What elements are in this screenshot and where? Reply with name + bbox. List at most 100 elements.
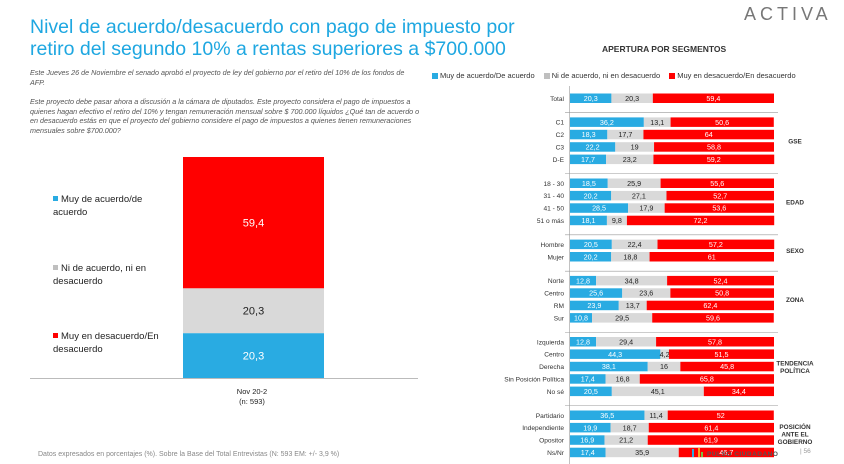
bar-value-label: 61,9 xyxy=(704,436,718,445)
bar-segment-agree xyxy=(570,203,629,213)
legend-item-neutral: Ni de acuerdo, ni en desacuerdo xyxy=(543,71,660,80)
bar-value-label: 61 xyxy=(708,252,716,261)
row-label: 18 - 30 xyxy=(543,181,564,188)
intro-paragraph-1: Este Jueves 26 de Noviembre el senado ap… xyxy=(30,68,405,87)
bar-value-label: 18,3 xyxy=(582,130,596,139)
bar-value-label: 29,4 xyxy=(619,337,633,346)
bar-value-label: 12,8 xyxy=(576,276,590,285)
bar-segment-neutral xyxy=(647,361,681,372)
bar-segment-agree xyxy=(570,337,597,347)
bar-segment-disagree xyxy=(657,239,775,250)
bar-segment-agree xyxy=(570,349,661,359)
bar-segment-neutral xyxy=(611,190,667,201)
group-label: ZONA xyxy=(786,297,804,304)
legend-swatch-neutral xyxy=(53,265,58,270)
bar-value-label: 18,8 xyxy=(623,252,637,261)
bar-segment-neutral xyxy=(628,203,665,213)
bar-value-label: 45,1 xyxy=(651,387,665,396)
row-label: Partidario xyxy=(536,413,565,420)
bar-segment-disagree xyxy=(667,410,774,420)
bar-segment-neutral xyxy=(607,178,661,188)
bar-value-label: 16,8 xyxy=(616,375,630,384)
group-label: GOBIERNO xyxy=(778,439,813,446)
bar-value-label: 23,2 xyxy=(623,155,637,164)
bar-value-label: 35,9 xyxy=(635,448,649,457)
bar-value-label: 51,5 xyxy=(714,350,728,359)
bar-value-label: 20,2 xyxy=(584,191,598,200)
bar-segment-disagree xyxy=(656,337,774,347)
bar-segment-agree xyxy=(570,252,612,262)
row-label: Derecha xyxy=(539,364,564,371)
bar-segment-neutral xyxy=(592,313,653,323)
bar-value-label: 20,5 xyxy=(584,387,598,396)
bar-value-label: 13,1 xyxy=(650,118,664,127)
big-bar-label-disagree: 59,4 xyxy=(243,218,264,230)
bar-segment-neutral xyxy=(607,129,644,140)
bar-value-label: 50,8 xyxy=(715,289,729,298)
bar-segment-disagree xyxy=(647,435,774,445)
bar-value-label: 36,5 xyxy=(600,411,614,420)
bar-segment-neutral xyxy=(611,239,658,250)
big-bar-disagree xyxy=(183,157,324,289)
bar-segment-disagree xyxy=(639,374,774,384)
legend-swatch-disagree xyxy=(669,72,676,79)
bar-value-label: 19,9 xyxy=(583,423,597,432)
bar-value-label: 4,2 xyxy=(660,350,670,359)
bar-segment-neutral xyxy=(611,252,650,262)
big-legend-agree: Muy de acuerdo/de acuerdo xyxy=(53,193,163,219)
bar-value-label: 12,8 xyxy=(576,337,590,346)
bar-segment-neutral xyxy=(611,386,704,397)
pulso-logo-icon xyxy=(692,448,704,459)
row-label: 41 - 50 xyxy=(543,206,564,213)
page-title: Nivel de acuerdo/desacuerdo con pago de … xyxy=(30,16,515,60)
bar-segment-agree xyxy=(570,215,607,226)
bar-value-label: 18,7 xyxy=(623,423,637,432)
bar-segment-agree xyxy=(570,361,648,372)
bar-value-label: 27,1 xyxy=(632,191,646,200)
bar-value-label: 57,2 xyxy=(709,240,723,249)
bar-segment-neutral xyxy=(596,275,668,286)
bar-value-label: 10,8 xyxy=(574,313,588,322)
bar-value-label: 36,2 xyxy=(600,118,614,127)
bar-value-label: 22,4 xyxy=(628,240,642,249)
legend-item-disagree: Muy en desacuerdo/En desacuerdo xyxy=(669,71,796,80)
bar-segment-neutral xyxy=(611,93,653,103)
bar-segment-agree xyxy=(570,374,606,384)
big-bar-neutral xyxy=(183,288,324,334)
row-label: Norte xyxy=(548,278,564,285)
bar-value-label: 58,8 xyxy=(707,143,721,152)
bar-segment-agree xyxy=(570,435,605,445)
bar-segment-disagree xyxy=(668,349,774,359)
bar-segment-disagree xyxy=(667,275,774,286)
bar-value-label: 17,7 xyxy=(618,130,632,139)
legend-label-disagree: Muy en desacuerdo/En desacuerdo xyxy=(677,71,796,80)
bar-value-label: 52,4 xyxy=(714,276,728,285)
bar-value-label: 17,9 xyxy=(639,204,653,213)
bar-value-label: 20,2 xyxy=(584,252,598,261)
row-label: Centro xyxy=(544,291,564,298)
row-label: Sin Posición Política xyxy=(504,376,564,383)
bar-value-label: 34,8 xyxy=(625,276,639,285)
bar-segment-neutral xyxy=(605,447,679,458)
big-legend-neutral: Ni de acuerdo, ni en desacuerdo xyxy=(53,262,163,288)
row-label: Opositor xyxy=(539,438,565,445)
bar-value-label: 72,2 xyxy=(694,216,708,225)
bar-segment-agree xyxy=(570,300,619,311)
bar-value-label: 45,8 xyxy=(720,362,734,371)
bar-segment-neutral xyxy=(618,300,647,311)
bar-value-label: 9,8 xyxy=(612,216,622,225)
bar-segment-agree xyxy=(570,239,612,250)
footnote: Datos expresados en porcentajes (%). Sob… xyxy=(38,451,340,458)
bar-value-label: 25,9 xyxy=(627,179,641,188)
group-label: POLÍTICA xyxy=(780,366,810,375)
row-label: C2 xyxy=(556,132,565,139)
row-label: No sé xyxy=(547,389,565,396)
bar-value-label: 23,6 xyxy=(639,289,653,298)
bar-segment-agree xyxy=(570,93,612,103)
bar-value-label: 29,5 xyxy=(615,313,629,322)
big-chart-category-label: Nov 20-2 (n: 593) xyxy=(212,387,292,406)
bar-value-label: 17,4 xyxy=(581,375,595,384)
bar-value-label: 52 xyxy=(717,411,725,420)
bar-value-label: 57,8 xyxy=(708,337,722,346)
row-label: C3 xyxy=(556,144,565,151)
